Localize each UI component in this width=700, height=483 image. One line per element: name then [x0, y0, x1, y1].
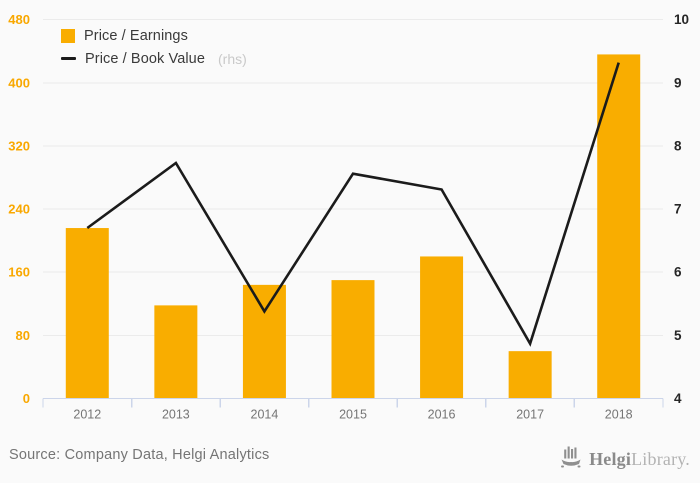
legend: Price / Earnings Price / Book Value (rhs…	[61, 27, 247, 67]
helgi-library-logo[interactable]: HelgiLibrary.	[560, 444, 690, 474]
x-axis-label-2017: 2017	[516, 408, 544, 422]
left-axis-label-320: 320	[8, 138, 30, 153]
bar-2014	[242, 284, 286, 399]
right-axis-label-7: 7	[674, 202, 682, 217]
logo-wordmark: HelgiLibrary.	[589, 449, 690, 470]
x-axis-label-2014: 2014	[251, 408, 279, 422]
left-axis-label-400: 400	[8, 75, 30, 90]
right-axis-label-6: 6	[674, 265, 682, 280]
legend-item-price-book-value: Price / Book Value (rhs)	[61, 50, 247, 67]
left-axis-label-160: 160	[8, 265, 30, 280]
source-attribution: Source: Company Data, Helgi Analytics	[9, 447, 270, 463]
bar-2015	[331, 280, 375, 399]
bar-2012	[65, 228, 109, 399]
legend-rhs-suffix: (rhs)	[218, 50, 247, 67]
bar-2017	[508, 351, 552, 399]
x-axis-label-2015: 2015	[339, 408, 367, 422]
right-axis-label-9: 9	[674, 75, 682, 90]
x-axis-label-2016: 2016	[428, 408, 456, 422]
right-axis-label-5: 5	[674, 328, 682, 343]
left-axis-label-480: 480	[8, 12, 30, 27]
x-axis-label-2013: 2013	[162, 408, 190, 422]
left-axis-label-240: 240	[8, 202, 30, 217]
logo-text-helgi: Helgi	[589, 448, 632, 469]
legend-item-price-earnings: Price / Earnings	[61, 27, 247, 44]
x-axis-label-2018: 2018	[605, 408, 633, 422]
right-axis-label-8: 8	[674, 138, 682, 153]
right-axis-label-4: 4	[674, 391, 682, 406]
left-axis-label-0: 0	[23, 391, 30, 406]
bar-swatch-icon	[61, 28, 75, 43]
bar-2016	[420, 256, 464, 399]
price-earnings-book-value-chart: 0 80 160 240 320 400 480 4 5 6 7 8 9 10 2012 2013 2014 20…	[8, 12, 689, 422]
left-axis-label-80: 80	[16, 328, 30, 343]
logo-text-library: Library.	[631, 448, 690, 469]
helgi-ship-icon	[560, 444, 584, 474]
legend-label-price-book-value: Price / Book Value	[85, 50, 206, 67]
right-axis-label-10: 10	[674, 12, 689, 27]
legend-label-price-earnings: Price / Earnings	[84, 27, 188, 44]
x-axis-label-2012: 2012	[73, 408, 101, 422]
price-book-value-line	[86, 62, 620, 347]
line-swatch-icon	[61, 57, 76, 60]
bar-2013	[154, 305, 198, 399]
